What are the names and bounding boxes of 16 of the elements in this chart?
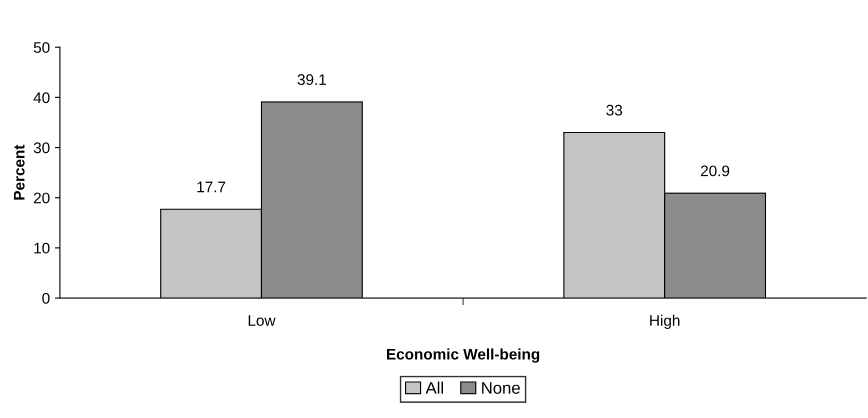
x-axis-title: Economic Well-being [386,348,540,363]
data-label: 20.9 [700,165,730,176]
legend-label: None [482,382,520,394]
y-tick-label: 0 [42,292,50,304]
y-tick-label: 50 [34,42,50,53]
x-tick-label: Low [248,315,276,326]
data-label: 39.1 [298,74,326,85]
y-tick-label: 30 [34,142,50,154]
legend-label: All [426,382,443,394]
y-axis-title: Percent [14,144,25,200]
data-label: 17.7 [197,182,226,192]
data-label: 33 [606,104,622,116]
x-tick-label: High [650,314,680,329]
y-tick-label: 20 [34,192,50,204]
y-tick-label: 40 [34,92,50,104]
y-tick-label: 10 [34,242,50,254]
